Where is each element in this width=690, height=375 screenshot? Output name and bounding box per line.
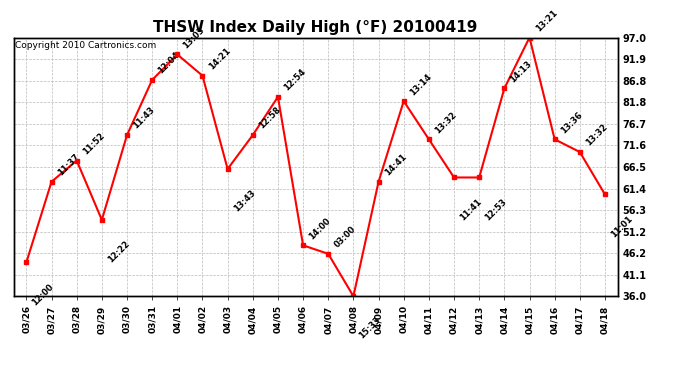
Text: 13:36: 13:36 [559, 110, 584, 135]
Text: 13:14: 13:14 [408, 72, 433, 97]
Text: 12:04: 12:04 [157, 51, 181, 76]
Text: 12:53: 12:53 [484, 197, 509, 222]
Text: Copyright 2010 Cartronics.com: Copyright 2010 Cartronics.com [15, 41, 156, 50]
Text: 03:00: 03:00 [333, 225, 357, 250]
Text: 13:43: 13:43 [232, 189, 257, 214]
Text: 11:52: 11:52 [81, 131, 106, 156]
Text: 12:58: 12:58 [257, 106, 282, 131]
Text: 11:41: 11:41 [458, 197, 484, 222]
Text: 14:21: 14:21 [206, 46, 232, 72]
Text: 11:37: 11:37 [56, 152, 81, 177]
Text: 14:00: 14:00 [307, 216, 333, 241]
Text: 12:00: 12:00 [30, 282, 56, 307]
Text: 13:32: 13:32 [584, 123, 609, 148]
Text: 11:01: 11:01 [609, 214, 634, 239]
Text: 12:22: 12:22 [106, 239, 131, 265]
Text: 12:54: 12:54 [282, 68, 308, 93]
Text: 13:32: 13:32 [433, 110, 458, 135]
Text: 14:41: 14:41 [383, 152, 408, 177]
Text: 13:21: 13:21 [533, 8, 559, 33]
Text: 11:43: 11:43 [131, 106, 157, 131]
Text: 14:13: 14:13 [509, 59, 534, 84]
Text: 15:33: 15:33 [357, 316, 383, 341]
Title: THSW Index Daily High (°F) 20100419: THSW Index Daily High (°F) 20100419 [153, 20, 478, 35]
Text: 13:03: 13:03 [181, 25, 206, 50]
